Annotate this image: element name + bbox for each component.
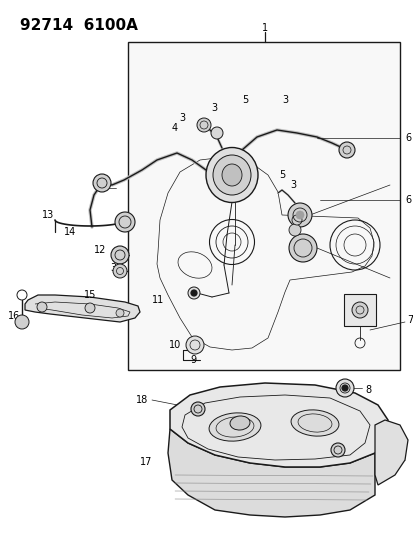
Text: 18: 18 xyxy=(301,413,313,423)
Polygon shape xyxy=(374,420,407,485)
Circle shape xyxy=(15,315,29,329)
Text: 11: 11 xyxy=(152,295,164,305)
Circle shape xyxy=(113,264,127,278)
Circle shape xyxy=(197,118,211,132)
Text: 3: 3 xyxy=(178,113,185,123)
Circle shape xyxy=(351,302,367,318)
Ellipse shape xyxy=(212,155,250,195)
Circle shape xyxy=(190,290,197,296)
Text: 14: 14 xyxy=(64,227,76,237)
Text: 12: 12 xyxy=(93,245,106,255)
Circle shape xyxy=(295,211,303,219)
Polygon shape xyxy=(168,429,374,517)
Text: 3: 3 xyxy=(110,263,116,273)
Text: 10: 10 xyxy=(169,340,181,350)
Text: 13: 13 xyxy=(42,210,54,220)
Ellipse shape xyxy=(206,148,257,203)
Circle shape xyxy=(111,246,129,264)
Circle shape xyxy=(330,443,344,457)
Text: 4: 4 xyxy=(171,123,178,133)
Circle shape xyxy=(291,215,301,225)
Bar xyxy=(343,294,375,326)
Text: 2: 2 xyxy=(97,183,103,193)
Circle shape xyxy=(85,303,95,313)
Circle shape xyxy=(288,234,316,262)
Text: 18: 18 xyxy=(135,395,147,405)
Polygon shape xyxy=(145,145,389,358)
Ellipse shape xyxy=(230,416,249,430)
Text: 15: 15 xyxy=(83,290,96,300)
Text: 5: 5 xyxy=(278,170,285,180)
Text: 7: 7 xyxy=(406,315,412,325)
Circle shape xyxy=(338,142,354,158)
Text: 6: 6 xyxy=(404,133,410,143)
Text: 3: 3 xyxy=(211,103,216,113)
Polygon shape xyxy=(170,383,387,467)
Circle shape xyxy=(190,402,204,416)
Text: 1: 1 xyxy=(261,23,267,33)
Bar xyxy=(128,42,399,370)
Text: 16: 16 xyxy=(8,311,20,321)
Circle shape xyxy=(288,224,300,236)
Circle shape xyxy=(93,174,111,192)
Circle shape xyxy=(211,127,223,139)
Circle shape xyxy=(116,309,124,317)
Text: 3: 3 xyxy=(289,180,295,190)
Circle shape xyxy=(335,379,353,397)
Circle shape xyxy=(37,302,47,312)
Circle shape xyxy=(287,203,311,227)
Text: 9: 9 xyxy=(190,355,196,365)
Polygon shape xyxy=(25,295,140,322)
Text: 6: 6 xyxy=(404,195,410,205)
Ellipse shape xyxy=(290,410,338,436)
Text: 92714  6100A: 92714 6100A xyxy=(20,18,138,33)
Text: 8: 8 xyxy=(364,385,370,395)
Text: 17: 17 xyxy=(140,457,152,467)
Circle shape xyxy=(115,212,135,232)
Circle shape xyxy=(188,287,199,299)
Text: 5: 5 xyxy=(241,95,247,105)
Circle shape xyxy=(185,336,204,354)
Circle shape xyxy=(341,385,347,391)
Text: 3: 3 xyxy=(281,95,287,105)
Ellipse shape xyxy=(209,413,260,441)
Ellipse shape xyxy=(221,164,242,186)
